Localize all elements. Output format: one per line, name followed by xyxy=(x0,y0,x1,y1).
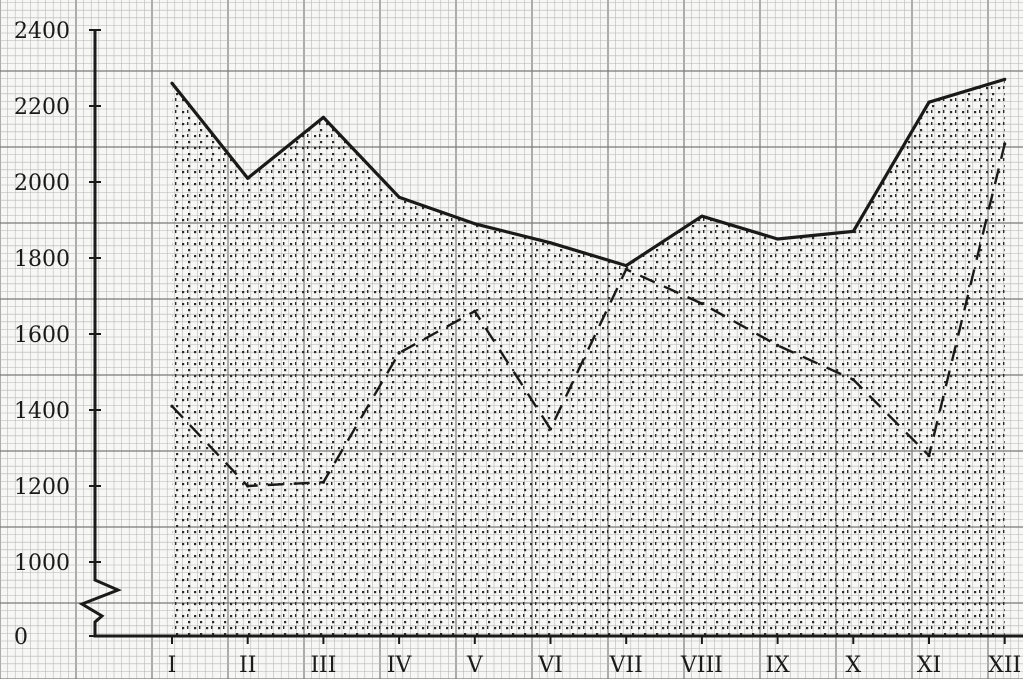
data-point-solid xyxy=(851,229,855,233)
axis-line xyxy=(78,30,1023,638)
series-line-dashed xyxy=(171,143,1006,488)
data-point-dashed xyxy=(170,404,174,408)
data-point-solid xyxy=(397,195,401,199)
x-tick-label: VIII xyxy=(680,653,723,678)
y-tick-label: 1800 xyxy=(14,247,70,272)
data-point-dashed xyxy=(548,427,553,431)
x-tick-label: IV xyxy=(387,653,413,678)
x-tick-label: I xyxy=(168,653,177,678)
y-ticks: 0 1000 1200 1400 1600 1800 2000 2200 2400 xyxy=(14,19,101,650)
series-group xyxy=(170,77,1007,488)
data-point-solid xyxy=(246,176,250,180)
x-tick-label: V xyxy=(466,653,484,678)
x-tick-label: XI xyxy=(917,653,941,678)
data-point-dashed xyxy=(473,309,477,313)
y-tick-label: 1200 xyxy=(14,475,70,500)
stipple-area xyxy=(172,79,1005,636)
x-tick-label: II xyxy=(239,653,256,678)
data-point-dashed xyxy=(397,351,401,355)
y-tick-label: 2200 xyxy=(14,95,70,120)
y-tick-label: 1000 xyxy=(14,551,70,576)
data-point-dashed xyxy=(624,267,628,271)
y-tick-label: 1400 xyxy=(14,399,70,424)
data-point-dashed xyxy=(927,454,931,458)
x-ticks: I II III IV V VI VII VIII IX X XI XII xyxy=(168,636,1021,678)
x-tick-label: XII xyxy=(988,653,1021,678)
data-point-dashed xyxy=(246,484,250,488)
data-point-dashed xyxy=(700,302,704,306)
x-tick-label: X xyxy=(845,653,861,678)
data-point-dashed xyxy=(851,378,855,382)
x-tick-label: III xyxy=(310,653,336,678)
data-point-solid xyxy=(776,237,780,241)
data-point-solid xyxy=(473,222,477,226)
data-point-solid xyxy=(927,100,931,104)
y-axis xyxy=(78,30,1023,638)
data-point-dashed xyxy=(321,480,325,484)
y-tick-label: 2000 xyxy=(14,171,70,196)
series-line-solid xyxy=(170,77,1006,268)
x-tick-label: VI xyxy=(537,653,563,678)
y-tick-label: 1600 xyxy=(14,323,70,348)
data-point-solid xyxy=(700,214,704,218)
data-point-solid xyxy=(170,81,174,85)
y-tick-label: 2400 xyxy=(14,19,70,44)
x-tick-label: VII xyxy=(609,653,643,678)
data-point-dashed xyxy=(1003,142,1007,146)
data-point-dashed xyxy=(776,343,780,347)
data-point-solid xyxy=(1003,77,1007,81)
data-point-solid xyxy=(548,241,553,245)
data-point-solid xyxy=(321,115,325,119)
data-point-solid xyxy=(624,264,628,268)
y-tick-label: 0 xyxy=(14,625,28,650)
x-tick-label: IX xyxy=(765,653,790,678)
